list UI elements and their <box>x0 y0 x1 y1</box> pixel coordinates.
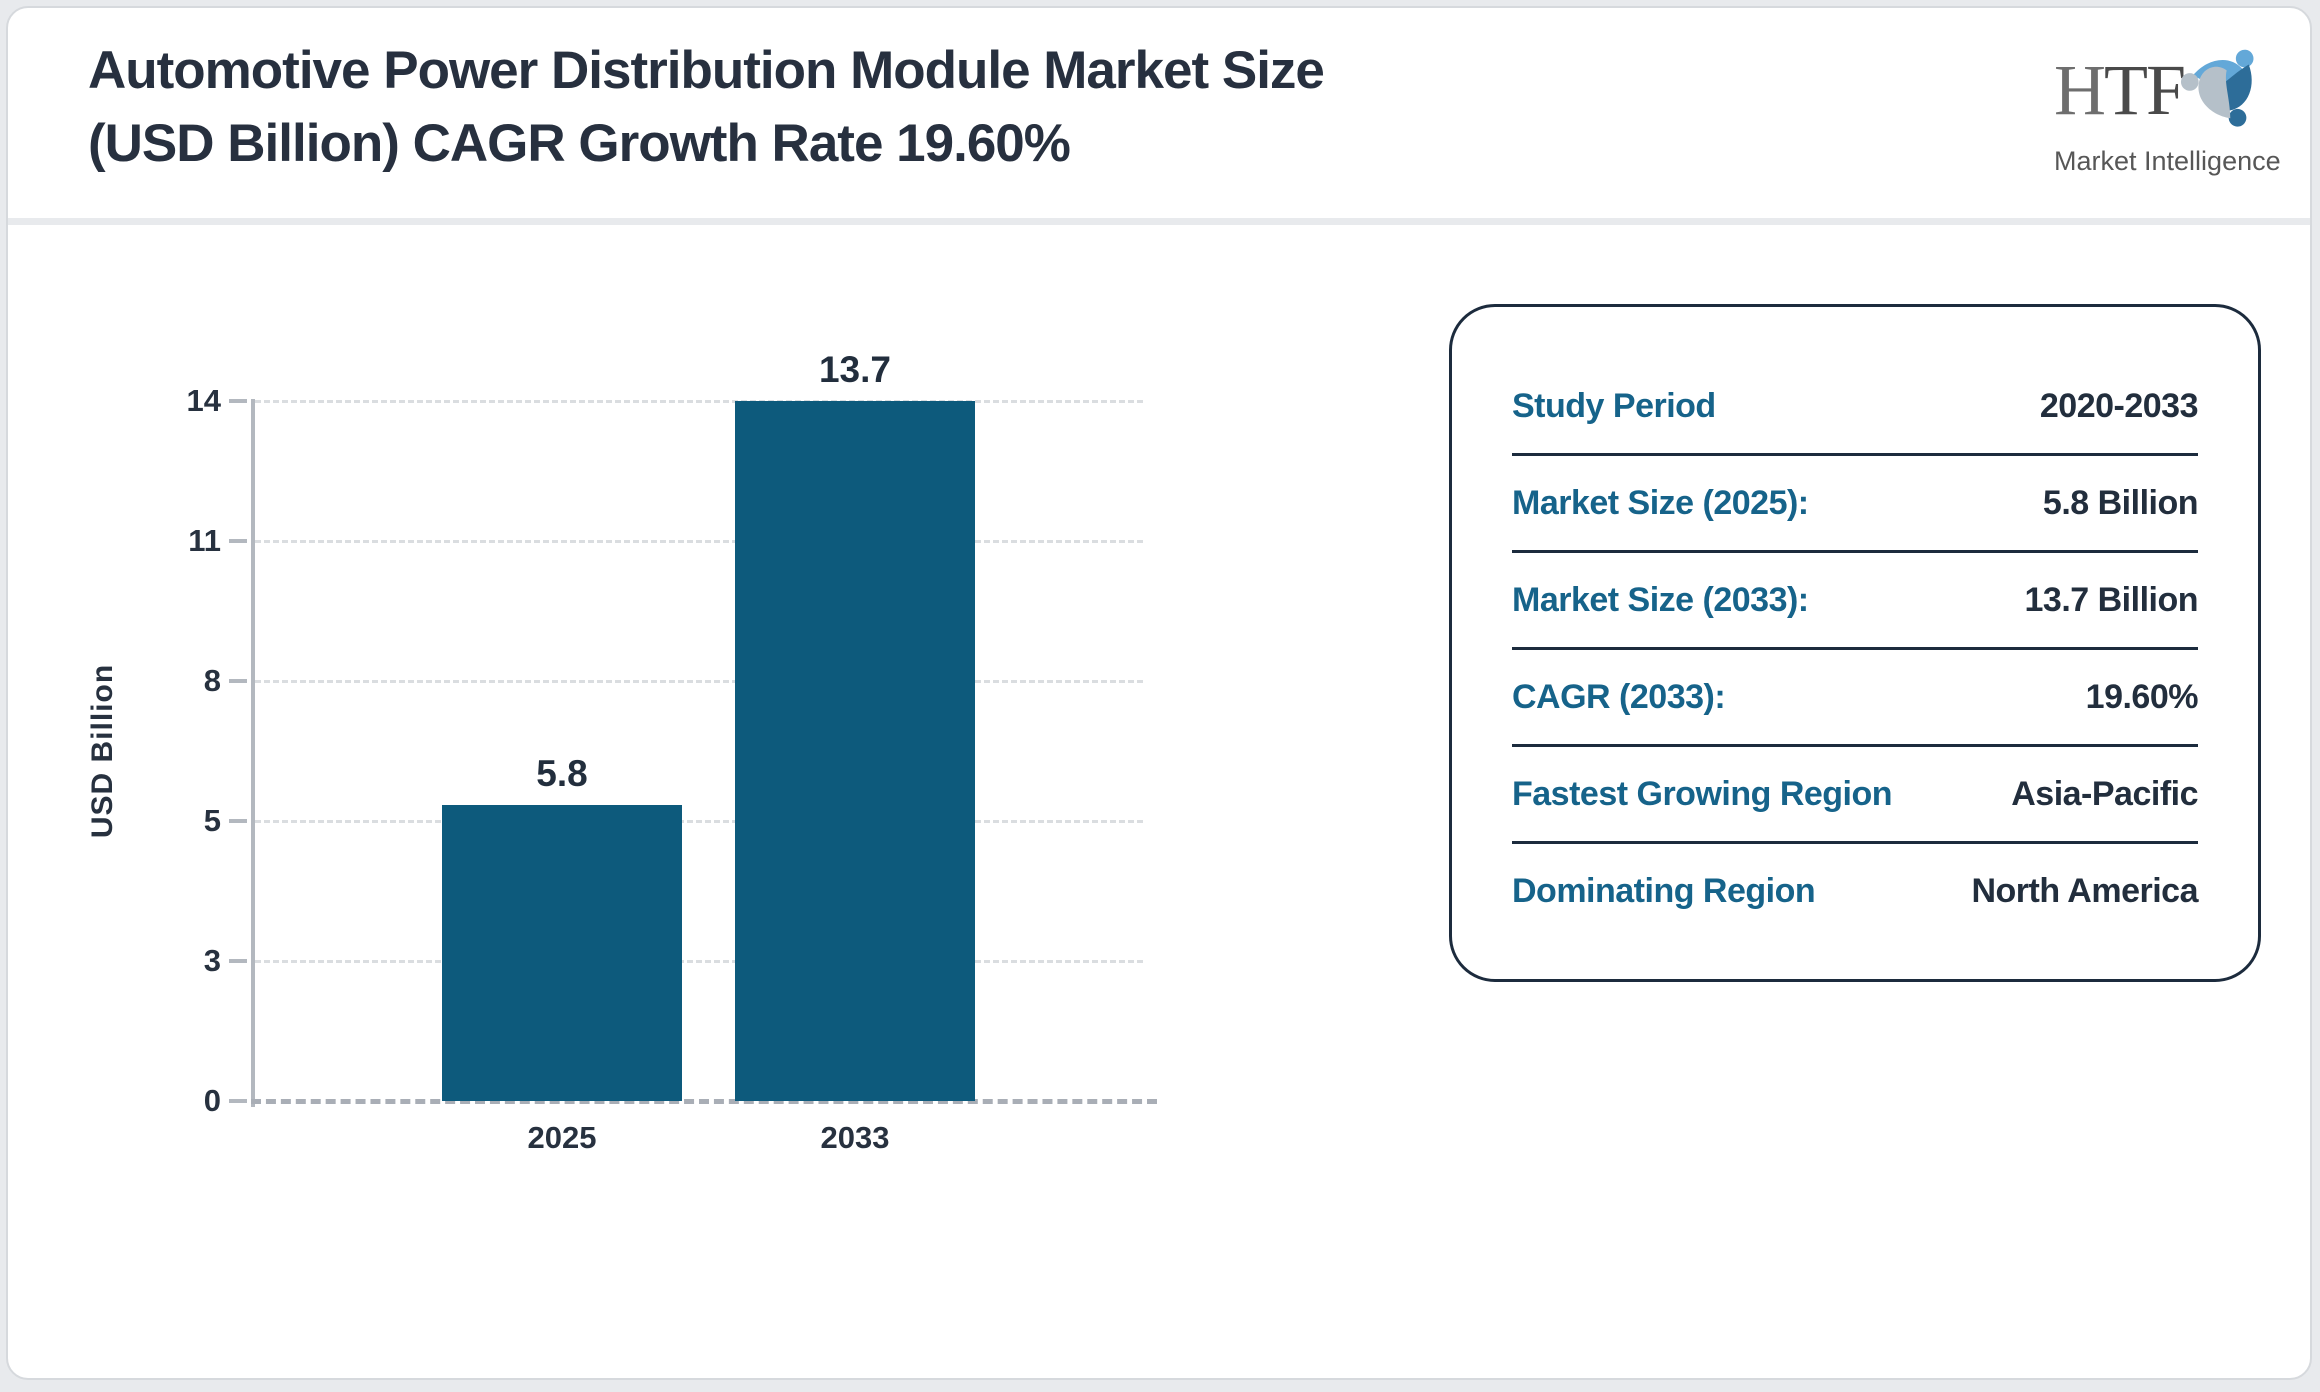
row-divider <box>1512 647 2198 650</box>
market-summary-panel: Study Period 2020-2033 Market Size (2025):… <box>1449 304 2261 982</box>
y-tick-label: 0 <box>203 1083 221 1118</box>
y-tick-mark <box>229 539 247 543</box>
y-tick-label: 11 <box>188 523 221 558</box>
page-title: Automotive Power Distribution Module Mar… <box>88 41 1325 173</box>
x-tick-label: 2033 <box>820 1120 890 1155</box>
gridline <box>255 820 1143 823</box>
logo-subtitle: Market Intelligence <box>2054 146 2281 176</box>
y-tick-label: 3 <box>203 943 221 978</box>
summary-label: Market Size (2033): <box>1512 580 1809 619</box>
row-divider <box>1512 744 2198 747</box>
header-divider <box>8 218 2310 225</box>
summary-row: Study Period 2020-2033 <box>1512 359 2199 453</box>
report-card: Automotive Power Distribution Module Mar… <box>6 6 2312 1380</box>
summary-row: Market Size (2025): 5.8 Billion <box>1512 456 2199 550</box>
y-tick-label: 14 <box>186 383 221 418</box>
y-tick-label: 5 <box>203 803 221 838</box>
row-divider <box>1512 841 2198 844</box>
y-axis-line <box>251 399 255 1107</box>
logo-swirl-icon <box>2178 42 2275 131</box>
summary-value: 19.60% <box>2085 677 2199 716</box>
summary-label: Study Period <box>1512 386 1716 425</box>
bar-value-label: 5.8 <box>536 753 588 794</box>
summary-value: 2020-2033 <box>2039 386 2199 425</box>
x-tick-label: 2025 <box>527 1120 597 1155</box>
y-tick-label: 8 <box>203 663 221 698</box>
summary-label: Dominating Region <box>1512 871 1816 910</box>
summary-value: 5.8 Billion <box>2042 483 2199 522</box>
summary-row: Dominating Region North America <box>1512 844 2198 938</box>
summary-value: Asia-Pacific <box>2011 774 2198 813</box>
htf-logo: HTF Market Intelligence <box>2054 36 2281 177</box>
gridline <box>255 540 1143 543</box>
y-tick-mark <box>229 399 247 403</box>
summary-value: North America <box>1971 871 2198 910</box>
row-divider <box>1512 550 2198 553</box>
y-tick-mark <box>229 679 247 683</box>
summary-label: CAGR (2033): <box>1512 677 1726 716</box>
y-axis-title: USD Billion <box>86 663 119 839</box>
row-divider <box>1512 453 2198 456</box>
summary-row: Market Size (2033): 13.7 Billion <box>1512 553 2198 647</box>
summary-label: Fastest Growing Region <box>1512 774 1893 813</box>
logo-letters-tf: TF <box>2104 50 2186 130</box>
gridline <box>255 400 1143 403</box>
logo-row: HTF <box>2054 36 2275 142</box>
y-tick-mark <box>229 959 247 963</box>
x-axis-baseline <box>251 1099 1157 1104</box>
y-tick-mark <box>229 819 247 823</box>
bar-chart: USD Billion 0 3 5 8 11 14 5.8 2025 13.7 2033 <box>86 349 1157 1155</box>
bar-2025 <box>442 805 682 1101</box>
bar-2033 <box>735 401 975 1101</box>
summary-row: CAGR (2033): 19.60% <box>1512 650 2199 744</box>
gridline <box>255 960 1143 963</box>
summary-row: Fastest Growing Region Asia-Pacific <box>1512 747 2198 841</box>
gridline <box>255 680 1143 683</box>
y-tick-mark <box>229 1099 247 1103</box>
logo-text: HTF <box>2054 42 2186 138</box>
summary-value: 13.7 Billion <box>2024 580 2199 619</box>
logo-letter-h: H <box>2054 50 2106 130</box>
summary-label: Market Size (2025): <box>1512 483 1809 522</box>
bar-value-label: 13.7 <box>818 349 891 390</box>
